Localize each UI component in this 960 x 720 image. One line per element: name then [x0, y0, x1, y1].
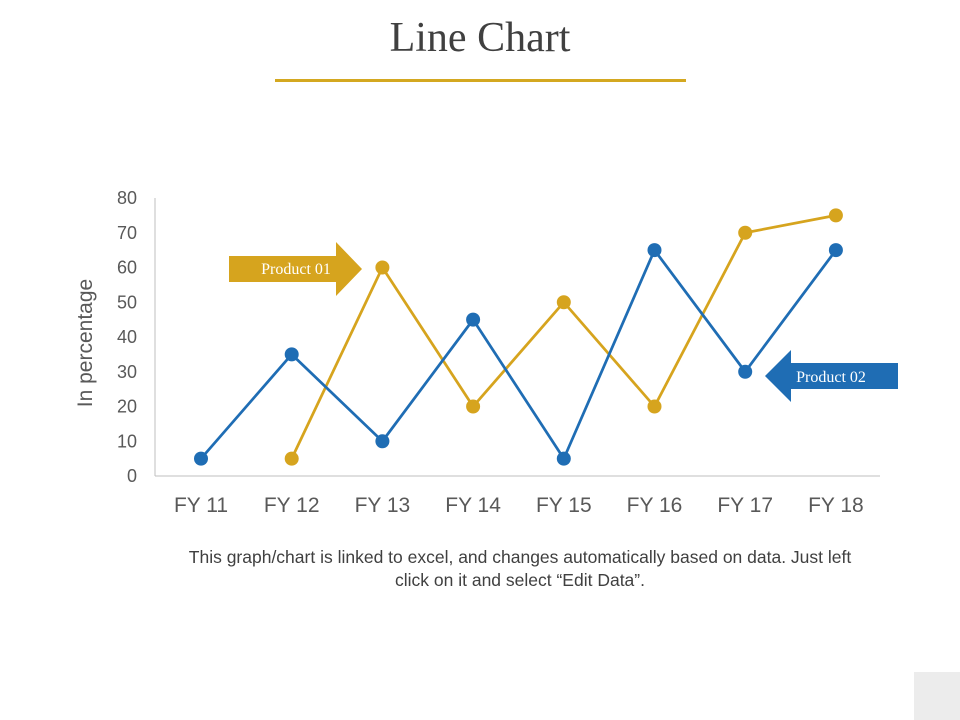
data-point-product-01: [738, 225, 753, 240]
data-point-product-01: [284, 451, 299, 466]
data-point-product-01: [375, 260, 390, 275]
data-point-product-02: [284, 347, 299, 362]
title-underline: [275, 79, 686, 82]
data-point-product-02: [556, 451, 571, 466]
data-point-product-01: [647, 399, 662, 414]
x-tick-label: FY 15: [536, 494, 592, 517]
data-point-product-01: [466, 399, 481, 414]
data-point-product-02: [738, 364, 753, 379]
x-tick-label: FY 12: [264, 494, 320, 517]
chart-footnote: This graph/chart is linked to excel, and…: [188, 547, 852, 590]
x-tick-label: FY 11: [174, 494, 228, 517]
x-tick-label: FY 14: [445, 494, 501, 517]
y-tick-label: 70: [117, 223, 137, 243]
x-tick-label: FY 13: [355, 494, 411, 517]
data-point-product-01: [556, 295, 571, 310]
page-title: Line Chart: [389, 15, 571, 61]
data-point-product-02: [647, 243, 662, 258]
legend-callout-product-01: Product 01: [229, 242, 362, 296]
y-tick-label: 40: [117, 327, 137, 347]
series-line-product-01: [290, 214, 837, 460]
y-tick-label: 80: [117, 188, 137, 208]
y-tick-label: 0: [127, 466, 137, 486]
y-tick-label: 60: [117, 258, 137, 278]
y-tick-label: 10: [117, 431, 137, 451]
data-point-product-02: [194, 451, 208, 466]
x-tick-label: FY 18: [808, 494, 864, 517]
corner-panel: [914, 672, 960, 720]
data-point-product-02: [466, 312, 481, 327]
y-tick-label: 50: [117, 292, 137, 312]
series-line-product-02: [199, 248, 838, 460]
y-axis-title: In percentage: [74, 279, 97, 407]
x-tick-label: FY 16: [627, 494, 683, 517]
data-point-product-02: [828, 243, 843, 258]
x-tick-label: FY 17: [717, 494, 773, 517]
legend-label-product-01: Product 01: [261, 261, 331, 278]
legend-label-product-02: Product 02: [796, 369, 866, 386]
data-point-product-01: [828, 208, 843, 223]
y-tick-label: 30: [117, 362, 137, 382]
data-point-product-02: [375, 434, 390, 449]
y-tick-label: 20: [117, 397, 137, 417]
legend-callout-product-02: Product 02: [765, 350, 898, 402]
